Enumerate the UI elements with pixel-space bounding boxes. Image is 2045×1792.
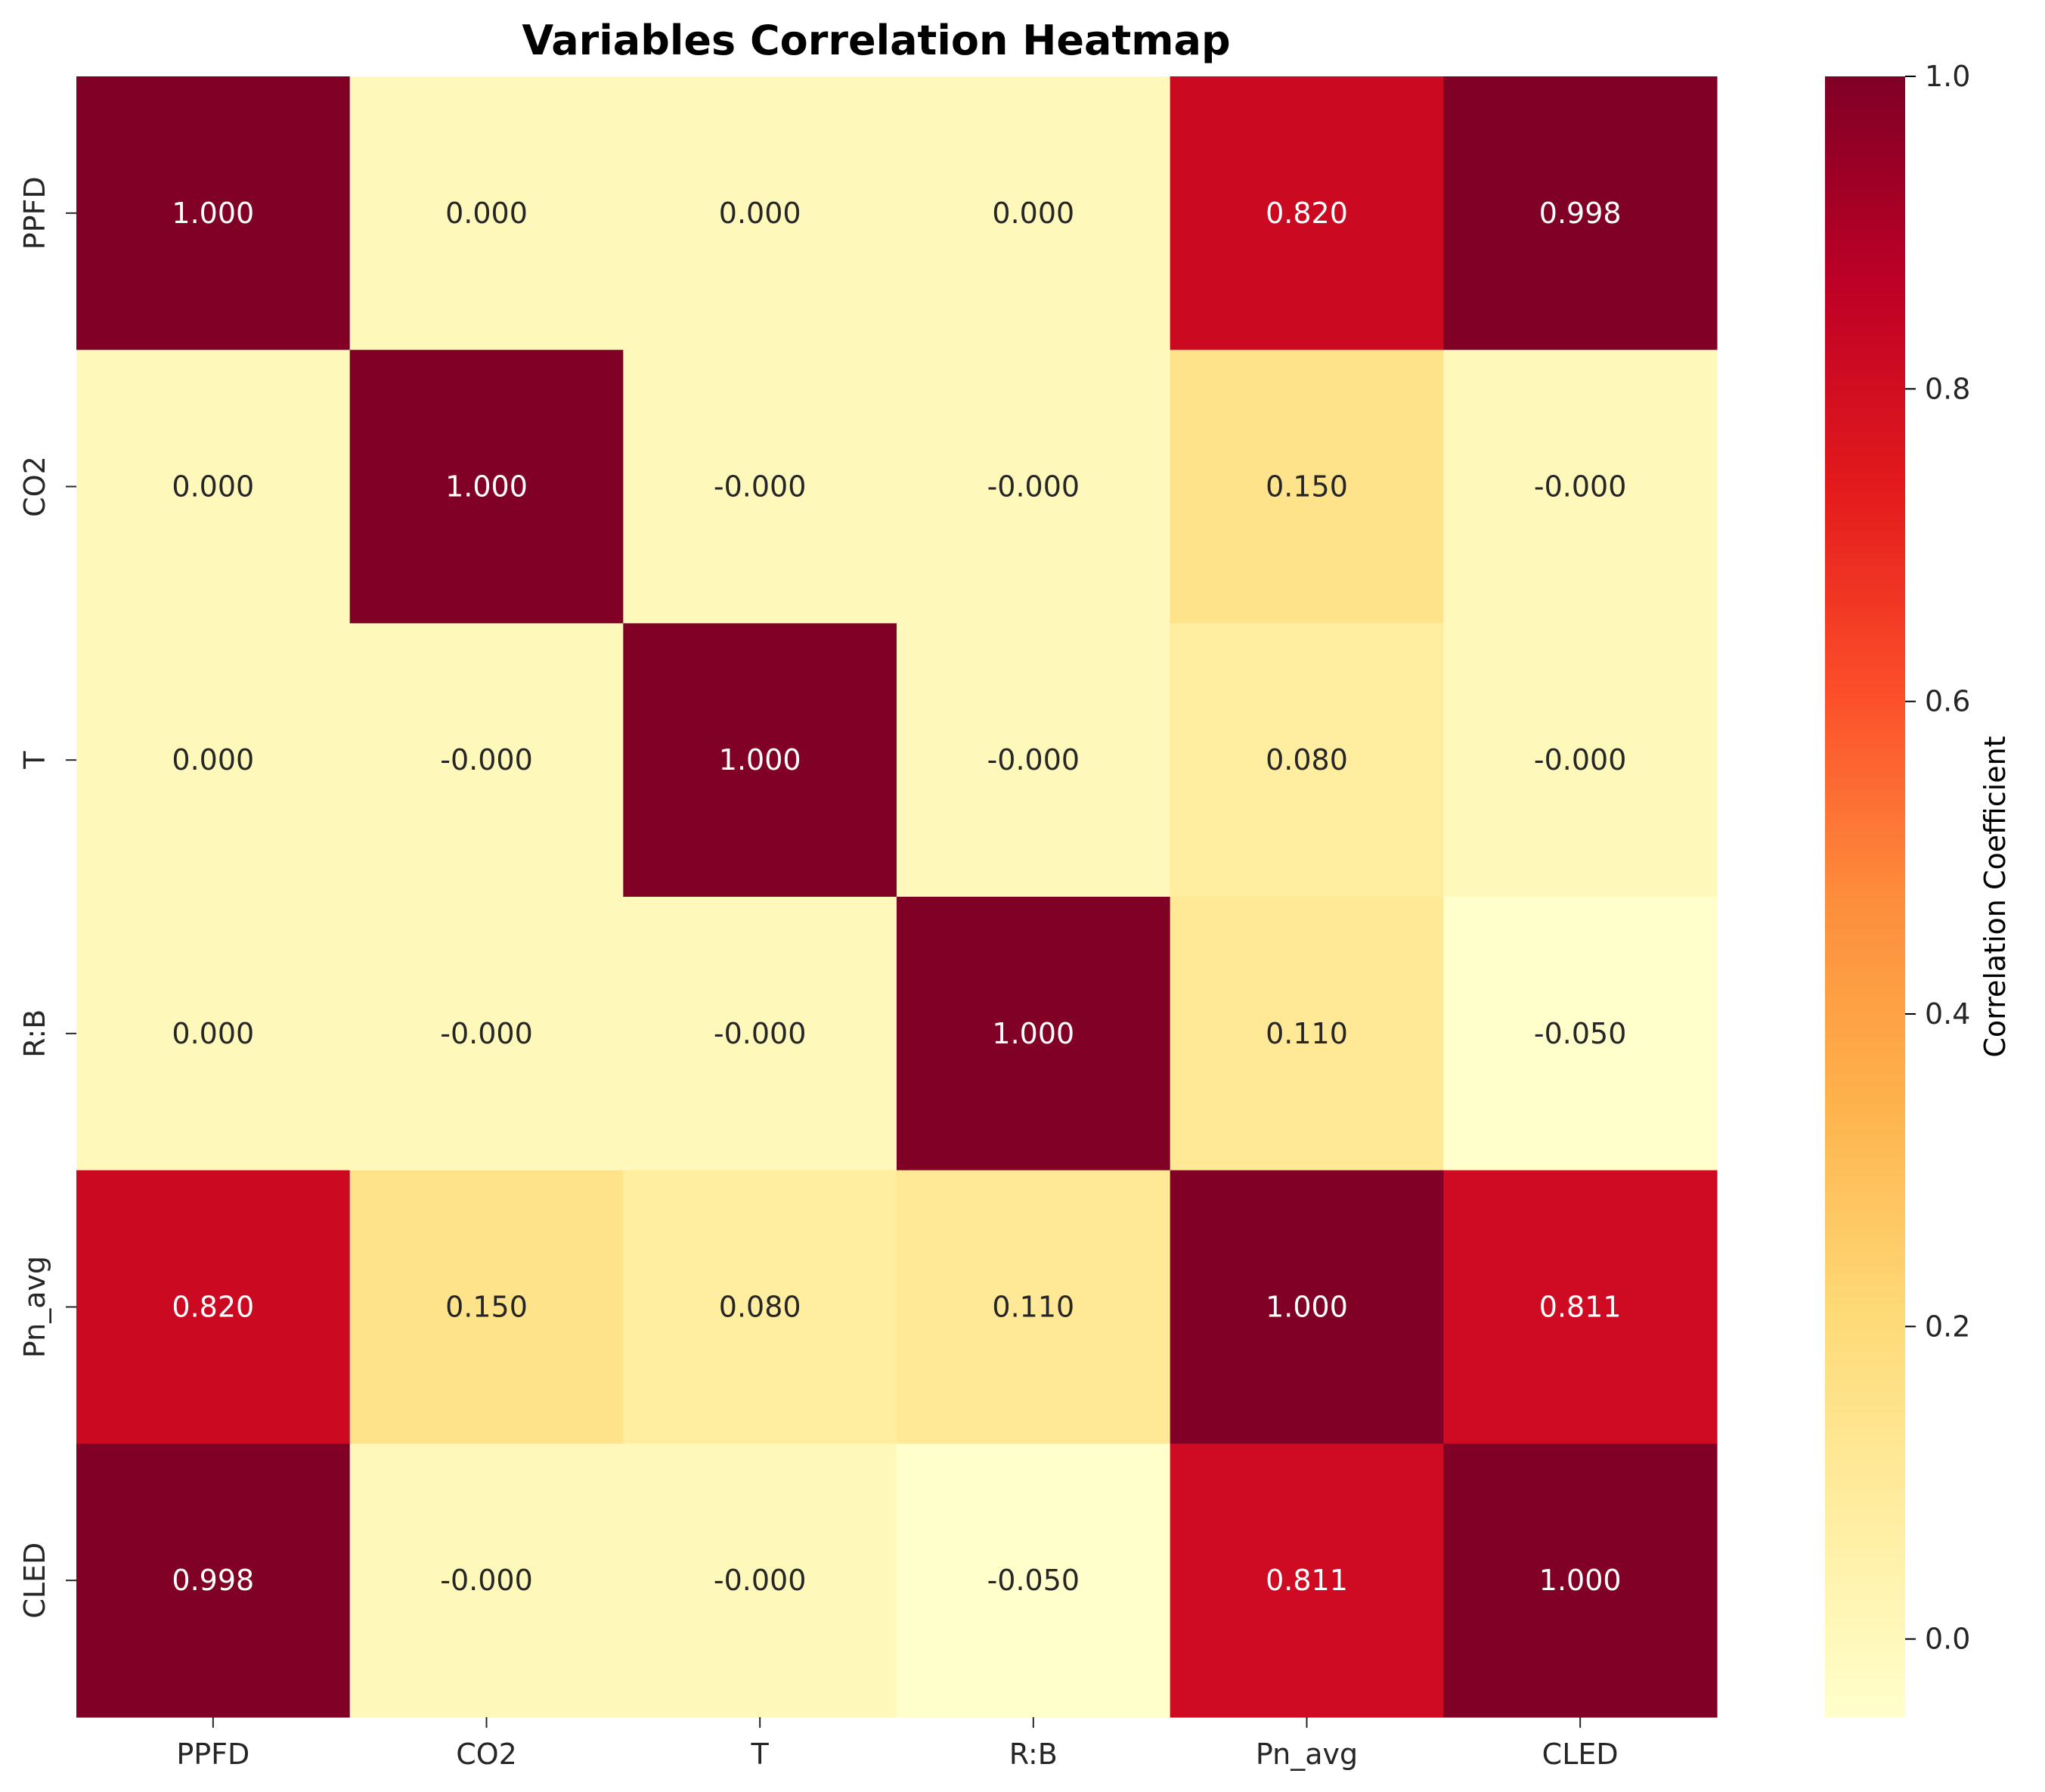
cell-value-label: -0.000 — [714, 1017, 807, 1050]
heatmap-cell-R:B-PPFD — [76, 897, 351, 1171]
heatmap-cell-CO2-R:B — [897, 349, 1171, 624]
heatmap-cell-R:B-R:B — [897, 897, 1171, 1171]
x-axis: PPFD CO2 T R:B Pn_avg CLED — [176, 1717, 1619, 1771]
cell-value-label: 0.820 — [1266, 197, 1348, 230]
colorbar-tick-label: 0.2 — [1925, 1310, 1970, 1343]
heatmap-cell-CLED-T — [623, 1443, 897, 1718]
cell-value-label: 1.000 — [445, 470, 528, 504]
heatmap-cell-PPFD-CLED — [1443, 76, 1718, 351]
cell-value-label: -0.050 — [1534, 1017, 1627, 1050]
cell-value-label: 1.000 — [1266, 1291, 1348, 1324]
cell-value-label: 0.811 — [1539, 1291, 1622, 1324]
cell-value-label: 1.000 — [172, 197, 254, 230]
heatmap-cell-CLED-CLED — [1443, 1443, 1718, 1718]
y-tick-label: PPFD — [18, 176, 51, 250]
x-tick-label: T — [751, 1738, 770, 1771]
cell-value-label: -0.000 — [1534, 470, 1627, 504]
heatmap-cell-CO2-CLED — [1443, 349, 1718, 624]
cell-value-label: 0.000 — [445, 197, 528, 230]
cell-value-label: 0.000 — [719, 197, 801, 230]
heatmap-cell-Pn_avg-CO2 — [349, 1170, 624, 1444]
heatmap-cell-T-R:B — [897, 623, 1171, 898]
cell-value-label: 0.110 — [992, 1291, 1074, 1324]
cell-value-label: 0.811 — [1266, 1564, 1348, 1597]
heatmap-cell-R:B-Pn_avg — [1170, 897, 1444, 1171]
heatmap-cell-T-CO2 — [349, 623, 624, 898]
cell-value-label: -0.000 — [714, 470, 807, 504]
y-tick-label: T — [18, 751, 51, 770]
heatmap-cell-Pn_avg-CLED — [1443, 1170, 1718, 1444]
heatmap-cell-CO2-CO2 — [349, 349, 624, 624]
heatmap-cell-T-CLED — [1443, 623, 1718, 898]
heatmap-cell-PPFD-R:B — [897, 76, 1171, 351]
cell-value-label: 0.150 — [445, 1291, 528, 1324]
cell-value-label: 0.000 — [992, 197, 1074, 230]
y-tick-label: R:B — [18, 1009, 51, 1058]
heatmap-cell-CLED-PPFD — [76, 1443, 351, 1718]
cell-value-label: 0.998 — [172, 1564, 254, 1597]
colorbar-tick-label: 0.6 — [1925, 685, 1970, 718]
cell-value-label: 0.000 — [172, 470, 254, 504]
colorbar-tick-label: 0.0 — [1925, 1623, 1970, 1656]
cell-value-label: 0.110 — [1266, 1017, 1348, 1050]
chart-title: Variables Correlation Heatmap — [522, 17, 1230, 64]
heatmap-cell-R:B-T — [623, 897, 897, 1171]
heatmap-cell-PPFD-CO2 — [349, 76, 624, 351]
y-axis: PPFD CO2 T R:B Pn_avg CLED — [18, 176, 76, 1619]
y-tick-label: Pn_avg — [18, 1256, 51, 1358]
heatmap-cell-Pn_avg-PPFD — [76, 1170, 351, 1444]
cell-value-label: 0.080 — [1266, 743, 1348, 777]
heatmap-cell-R:B-CLED — [1443, 897, 1718, 1171]
cell-value-label: 0.080 — [719, 1291, 801, 1324]
heatmap-cell-Pn_avg-Pn_avg — [1170, 1170, 1444, 1444]
heatmap-cell-Pn_avg-R:B — [897, 1170, 1171, 1444]
heatmap-cell-CLED-CO2 — [349, 1443, 624, 1718]
cell-value-label: -0.000 — [440, 1017, 533, 1050]
cell-value-label: -0.000 — [440, 743, 533, 777]
heatmap-cell-T-T — [623, 623, 897, 898]
cell-value-label: 1.000 — [992, 1017, 1074, 1050]
heatmap-cell-R:B-CO2 — [349, 897, 624, 1171]
x-tick-label: PPFD — [176, 1738, 249, 1771]
heatmap-cell-CLED-R:B — [897, 1443, 1171, 1718]
y-tick-label: CO2 — [18, 456, 51, 517]
colorbar-gradient — [1825, 76, 1905, 1717]
colorbar-tick-label: 0.4 — [1925, 997, 1970, 1031]
heatmap-cells: 1.000 0.000 0.000 0.000 0.820 0.998 0.000 1.000… — [76, 76, 1718, 1718]
cell-value-label: 0.000 — [172, 1017, 254, 1050]
colorbar-label: Correlation Coefficient — [1978, 736, 2012, 1057]
cell-value-label: 0.820 — [172, 1291, 254, 1324]
colorbar-tick-label: 0.8 — [1925, 372, 1970, 405]
cell-value-label: -0.000 — [987, 743, 1080, 777]
cell-value-label: 1.000 — [1539, 1564, 1622, 1597]
y-tick-label: CLED — [18, 1542, 51, 1619]
colorbar: 0.0 0.2 0.4 0.6 0.8 1.0 Correlation Coefficien… — [1825, 60, 2012, 1717]
heatmap-cell-PPFD-Pn_avg — [1170, 76, 1444, 351]
heatmap-cell-PPFD-PPFD — [76, 76, 351, 351]
cell-value-label: -0.000 — [714, 1564, 807, 1597]
heatmap-cell-CLED-Pn_avg — [1170, 1443, 1444, 1718]
x-tick-label: CLED — [1542, 1738, 1619, 1771]
heatmap-cell-Pn_avg-T — [623, 1170, 897, 1444]
cell-value-label: 0.150 — [1266, 470, 1348, 504]
x-tick-label: Pn_avg — [1256, 1738, 1358, 1771]
heatmap-cell-CO2-PPFD — [76, 349, 351, 624]
heatmap-cell-T-PPFD — [76, 623, 351, 898]
heatmap-cell-T-Pn_avg — [1170, 623, 1444, 898]
colorbar-tick-label: 1.0 — [1925, 60, 1970, 93]
x-tick-label: R:B — [1009, 1738, 1058, 1771]
heatmap-cell-PPFD-T — [623, 76, 897, 351]
cell-value-label: 0.000 — [172, 743, 254, 777]
cell-value-label: -0.000 — [440, 1564, 533, 1597]
cell-value-label: 1.000 — [719, 743, 801, 777]
heatmap-cell-CO2-T — [623, 349, 897, 624]
cell-value-label: -0.000 — [1534, 743, 1627, 777]
cell-value-label: -0.000 — [987, 470, 1080, 504]
heatmap-cell-CO2-Pn_avg — [1170, 349, 1444, 624]
cell-value-label: 0.998 — [1539, 197, 1622, 230]
cell-value-label: -0.050 — [987, 1564, 1080, 1597]
x-tick-label: CO2 — [456, 1738, 517, 1771]
